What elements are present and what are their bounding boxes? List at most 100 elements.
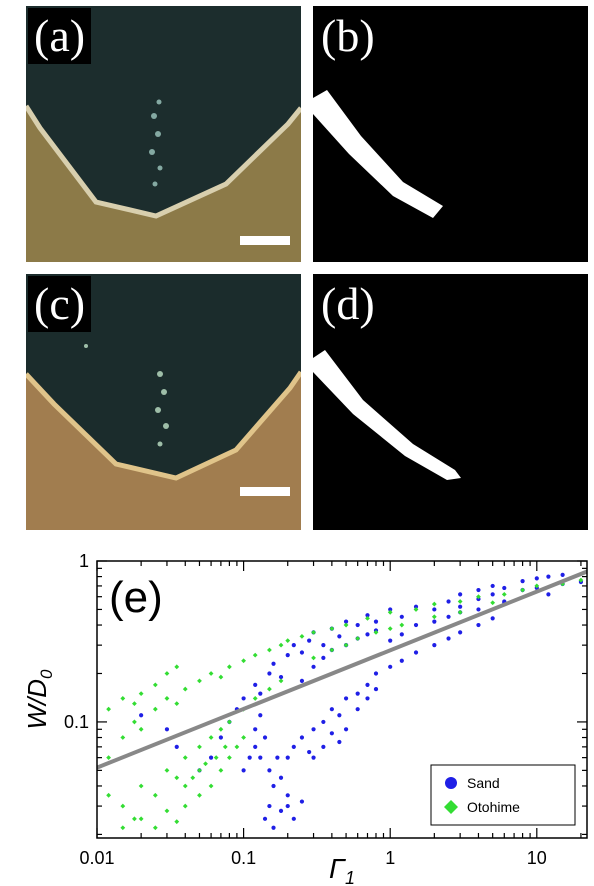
point-sand: [432, 643, 437, 648]
legend-box: [430, 764, 576, 826]
point-otohime: [490, 600, 496, 606]
point-sand: [262, 816, 268, 821]
fit-line: [97, 569, 587, 770]
point-sand: [218, 735, 223, 740]
x-tick-label: 10: [527, 848, 547, 868]
point-otohime: [241, 658, 247, 664]
point-otohime: [278, 678, 284, 684]
point-otohime: [208, 783, 214, 789]
point-sand: [476, 622, 481, 628]
point-sand: [307, 638, 312, 643]
x-tick-label: 1: [385, 848, 395, 868]
point-sand: [253, 682, 258, 687]
point-sand: [267, 671, 272, 676]
point-otohime: [278, 642, 284, 648]
panel-e-label: (e): [109, 573, 163, 622]
point-sand: [291, 744, 296, 749]
fluidized-layer-b: [313, 90, 443, 218]
point-sand: [271, 661, 276, 666]
point-sand: [299, 650, 305, 655]
point-otohime: [365, 615, 370, 621]
point-otohime: [222, 744, 228, 750]
point-otohime: [208, 735, 214, 740]
point-otohime: [132, 719, 137, 725]
point-sand: [560, 572, 565, 577]
point-sand: [164, 727, 170, 732]
point-otohime: [120, 825, 126, 831]
point-otohime: [174, 819, 180, 825]
point-sand: [446, 636, 451, 641]
point-otohime: [399, 622, 405, 628]
point-otohime: [182, 803, 188, 809]
point-otohime: [311, 630, 316, 635]
x-axis-label: Γ1: [329, 853, 355, 886]
point-sand: [365, 682, 370, 687]
panel-d-scene: [313, 350, 461, 480]
point-sand: [139, 713, 144, 718]
point-sand: [337, 713, 342, 718]
point-sand: [355, 691, 360, 696]
point-otohime: [197, 767, 202, 773]
point-sand: [285, 653, 290, 658]
otohime-bed-edge-c: [26, 370, 301, 481]
point-sand: [271, 783, 276, 789]
point-otohime: [267, 647, 272, 653]
point-otohime: [431, 614, 437, 620]
point-sand: [458, 630, 463, 635]
point-sand: [208, 755, 214, 760]
fluidized-layer-d: [313, 350, 461, 480]
point-sand: [299, 799, 305, 804]
point-otohime: [174, 701, 180, 706]
point-otohime: [373, 630, 379, 635]
point-sand: [285, 803, 290, 809]
point-otohime: [226, 755, 232, 761]
point-otohime: [285, 638, 291, 644]
point-sand: [432, 607, 437, 612]
point-sand: [343, 727, 349, 732]
point-otohime: [534, 583, 540, 589]
x-axis-label-sub: 1: [345, 868, 355, 886]
point-otohime: [299, 633, 305, 639]
point-otohime: [252, 696, 258, 701]
panel-b-mask: (b): [313, 6, 588, 262]
bubbles-c: [84, 344, 169, 447]
panel-d-mask: (d): [313, 274, 588, 530]
point-sand: [476, 607, 481, 612]
point-otohime: [311, 655, 316, 661]
point-otohime: [106, 706, 112, 712]
point-sand: [241, 696, 246, 701]
y-tick-label: 0.1: [64, 712, 89, 732]
point-otohime: [501, 592, 507, 597]
point-otohime: [241, 735, 247, 740]
point-sand: [267, 803, 272, 809]
legend-label: Sand: [467, 775, 500, 791]
panel-a-label: (a): [28, 8, 92, 64]
point-sand: [343, 696, 349, 701]
point-otohime: [164, 808, 170, 814]
point-otohime: [343, 622, 349, 628]
point-otohime: [413, 607, 419, 612]
point-otohime: [329, 647, 335, 653]
point-sand: [275, 755, 280, 760]
point-sand: [337, 634, 342, 639]
point-sand: [321, 643, 326, 648]
point-otohime: [387, 626, 393, 632]
point-sand: [490, 616, 495, 621]
point-sand: [446, 599, 451, 604]
point-sand: [388, 607, 393, 612]
point-otohime: [132, 816, 137, 822]
point-sand: [534, 576, 539, 581]
panel-a-photo: (a): [26, 6, 301, 262]
point-sand: [413, 622, 419, 628]
point-sand: [520, 579, 525, 584]
otohime-bed-c: [26, 372, 301, 530]
point-sand: [458, 592, 463, 597]
point-sand: [373, 686, 379, 692]
point-otohime: [218, 767, 224, 773]
point-sand: [278, 808, 284, 813]
point-otohime: [120, 696, 126, 701]
point-sand: [241, 768, 246, 773]
point-sand: [247, 755, 252, 760]
point-otohime: [476, 594, 481, 600]
